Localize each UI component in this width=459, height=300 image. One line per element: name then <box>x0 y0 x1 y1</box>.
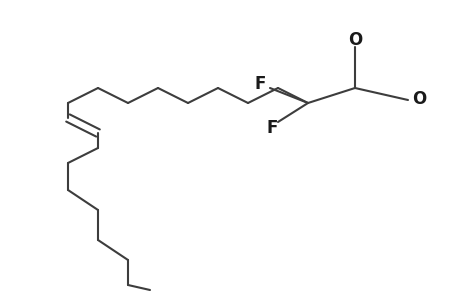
Text: O: O <box>347 31 361 49</box>
Text: F: F <box>266 119 277 137</box>
Text: O: O <box>411 90 425 108</box>
Text: F: F <box>254 75 265 93</box>
